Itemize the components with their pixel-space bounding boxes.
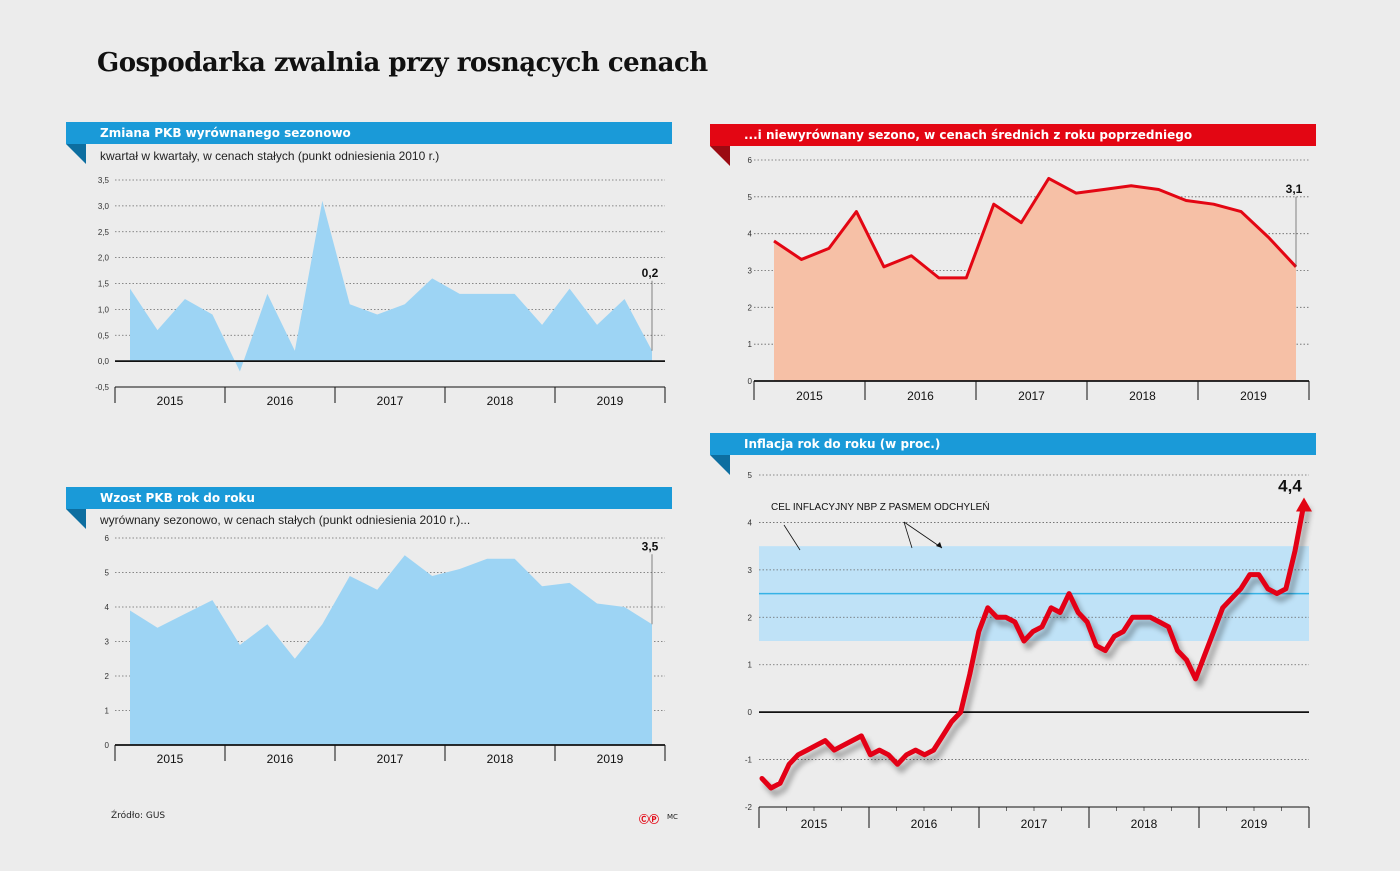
x-tick-label: 2017 (377, 752, 404, 766)
x-tick-label: 2018 (1129, 389, 1156, 403)
y-tick-label: 3,5 (98, 176, 110, 185)
publisher-logo: ⒸⓅ (639, 815, 659, 826)
x-tick-label: 2015 (157, 752, 184, 766)
y-tick-label: 3,0 (98, 202, 110, 211)
last-value-label: 4,4 (1278, 476, 1302, 495)
y-tick-label: 3 (105, 638, 110, 647)
area-series (774, 178, 1296, 381)
y-tick-label: 1 (105, 707, 110, 716)
y-tick-label: 4 (748, 230, 753, 239)
y-tick-label: 2 (105, 672, 110, 681)
chart-cpi: -2 -1 0 1 2 3 4 5 2015 2016 2017 2018 2019 CEL INFLAC… (745, 471, 1312, 831)
annotation-pointer (783, 524, 801, 551)
y-tick-label: 0 (748, 377, 753, 386)
x-tick-label: 2018 (1131, 817, 1158, 831)
x-tick-label: 2015 (801, 817, 828, 831)
y-tick-label: 1 (748, 661, 753, 670)
last-value-label: 3,5 (642, 539, 659, 553)
y-tick-label: 5 (105, 569, 110, 578)
y-tick-label: 3 (748, 267, 753, 276)
inflation-arrowhead (1296, 497, 1312, 512)
band-annotation: CEL INFLACYJNY NBP Z PASMEM ODCHYLEŃ (771, 500, 990, 513)
banner-fold (710, 146, 730, 166)
banner-fold (66, 509, 86, 529)
chart-title-cpi: Inflacja rok do roku (w proc.) (710, 433, 1316, 455)
annotation-pointer (903, 521, 943, 549)
y-tick-label: 1,0 (98, 305, 110, 314)
source-note: Źródło: GUS (111, 811, 166, 821)
chart-title-gdp-yoy-sa: Wzost PKB rok do roku (66, 487, 672, 509)
x-tick-label: 2019 (1241, 817, 1268, 831)
y-tick-label: 4 (105, 603, 110, 612)
page-title: Gospodarka zwalnia przy rosnących cenach (97, 48, 708, 78)
author-initials: MC (667, 813, 678, 821)
line-series (773, 176, 1298, 280)
y-tick-label: -2 (745, 803, 753, 812)
x-tick-label: 2017 (377, 394, 404, 408)
x-tick-label: 2016 (907, 389, 934, 403)
y-tick-label: 2,0 (98, 254, 110, 263)
y-tick-label: 2 (748, 613, 753, 622)
chart-gdp-yoy-sa: 0 1 2 3 4 5 6 2015 2016 2017 2018 2019 3,5 (105, 534, 666, 766)
y-tick-label: 0 (748, 708, 753, 717)
last-value-label: 0,2 (642, 266, 659, 280)
x-tick-label: 2018 (487, 752, 514, 766)
chart-gdp-yoy-nsa: 0 1 2 3 4 5 6 2015 2016 2017 2018 2019 3,1 (748, 156, 1310, 403)
y-tick-label: -0,5 (95, 383, 109, 392)
y-tick-label: 0 (105, 741, 110, 750)
chart-subtitle-gdp-yoy-sa: wyrównany sezonowo, w cenach stałych (pu… (100, 513, 471, 527)
y-tick-label: 1,5 (98, 280, 110, 289)
chart-title-gdp-yoy-nsa: ...i niewyrównany sezono, w cenach średn… (710, 124, 1316, 146)
x-tick-label: 2019 (1240, 389, 1267, 403)
annotation-pointer (903, 521, 913, 549)
banner-fold (66, 144, 86, 164)
x-tick-label: 2015 (157, 394, 184, 408)
annotation-arrowhead (936, 542, 942, 548)
x-tick-label: 2018 (487, 394, 514, 408)
chart-subtitle-gdp-qoq: kwartał w kwartały, w cenach stałych (pu… (100, 149, 440, 163)
banner-fold (710, 455, 730, 475)
chart-gdp-qoq: -0,5 0,0 0,5 1,0 1,5 2,0 2,5 3,0 3,5 2015 2016 2017… (95, 176, 666, 408)
chart-title-gdp-qoq: Zmiana PKB wyrównanego sezonowo (66, 122, 672, 144)
y-tick-label: 4 (748, 518, 753, 527)
x-tick-label: 2019 (597, 394, 624, 408)
area-series (130, 200, 652, 372)
y-tick-label: 6 (105, 534, 110, 543)
y-tick-label: 0,5 (98, 331, 110, 340)
y-tick-label: 1 (748, 340, 753, 349)
y-tick-label: 6 (748, 156, 753, 165)
area-series (130, 555, 652, 745)
last-value-label: 3,1 (1286, 182, 1303, 196)
y-tick-label: 2,5 (98, 228, 110, 237)
x-tick-label: 2015 (796, 389, 823, 403)
y-tick-label: -1 (745, 756, 753, 765)
x-tick-label: 2017 (1021, 817, 1048, 831)
x-tick-label: 2017 (1018, 389, 1045, 403)
y-tick-label: 5 (748, 193, 753, 202)
x-tick-label: 2019 (597, 752, 624, 766)
inflation-line (759, 501, 1307, 791)
y-tick-label: 2 (748, 303, 753, 312)
x-tick-label: 2016 (267, 752, 294, 766)
x-tick-label: 2016 (267, 394, 294, 408)
x-tick-label: 2016 (911, 817, 938, 831)
y-tick-label: 5 (748, 471, 753, 480)
y-tick-label: 3 (748, 566, 753, 575)
y-tick-label: 0,0 (98, 357, 110, 366)
